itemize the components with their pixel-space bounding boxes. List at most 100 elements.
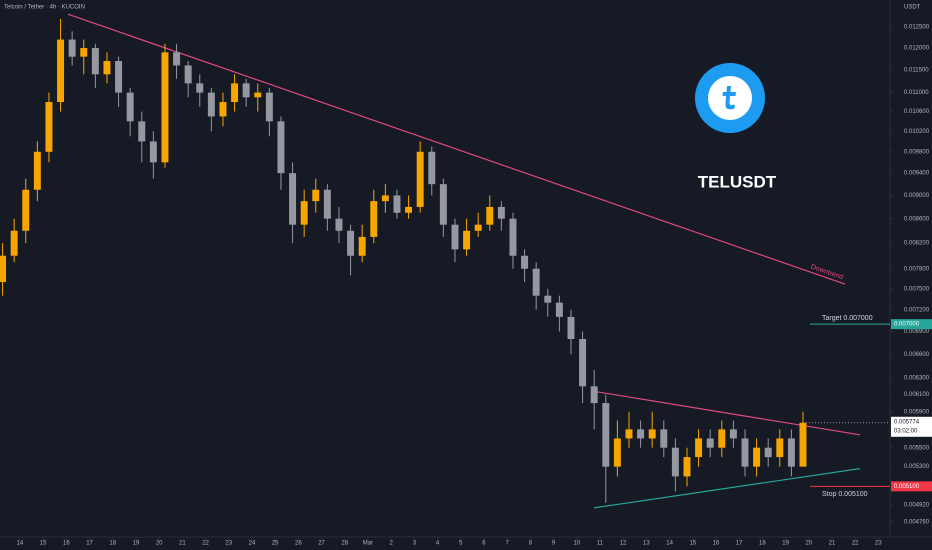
candle-body (196, 83, 204, 93)
trend-line (593, 468, 860, 509)
x-tick-label: 19 (133, 541, 140, 547)
candle-body (613, 438, 621, 467)
candle-body (753, 447, 761, 467)
candle-body (625, 429, 633, 439)
y-tick-label: 0.007500 (904, 286, 930, 292)
x-tick-label: 21 (179, 541, 186, 547)
y-tick-label: 0.011000 (904, 90, 929, 96)
candle-body (300, 201, 308, 225)
y-tick-label: 0.006900 (904, 329, 930, 335)
y-tick-label: 0.007800 (904, 266, 930, 272)
candle-body (57, 39, 65, 103)
candle-body (312, 189, 320, 202)
candle-body (729, 429, 737, 439)
candle-body (439, 184, 447, 225)
candle-body (173, 52, 181, 66)
y-tick-label: 0.009400 (904, 171, 930, 177)
x-tick-label: 19 (782, 541, 789, 547)
y-tick-label: 0.006300 (904, 376, 930, 382)
x-tick-label: 28 (341, 541, 348, 547)
candle-body (323, 189, 331, 219)
x-tick-label: 17 (736, 541, 743, 547)
candle-body (660, 429, 668, 448)
x-tick-label: 20 (156, 541, 163, 547)
trend-line (67, 13, 846, 285)
y-tick-label: 0.009800 (904, 149, 930, 155)
candle-body (335, 218, 343, 231)
x-tick-label: 4 (436, 541, 440, 547)
candle-body (405, 206, 413, 213)
y-tick-label: 0.005900 (904, 409, 930, 415)
candle-body (68, 39, 76, 57)
candle-body (416, 151, 424, 207)
candle-body (544, 295, 552, 303)
candle-body (10, 230, 18, 256)
candle-body (521, 255, 529, 269)
logo (695, 63, 765, 133)
last-price-badge (891, 416, 932, 437)
candle-body (532, 268, 540, 296)
x-tick-label: 16 (63, 541, 70, 547)
candle-body (219, 102, 227, 117)
candle-body (671, 447, 679, 477)
countdown-label: 03:02:00 (894, 428, 918, 434)
trend-line (593, 390, 860, 436)
x-tick-label: 13 (643, 541, 650, 547)
y-tick-label: 0.005500 (904, 445, 930, 451)
candle-body (555, 302, 563, 317)
x-tick-label: 27 (318, 541, 325, 547)
x-tick-label: 2 (390, 541, 394, 547)
candle-body (683, 457, 691, 477)
candle-body (347, 230, 355, 256)
candle-body (787, 438, 795, 467)
x-tick-label: 3 (413, 541, 417, 547)
x-tick-label: 8 (529, 541, 533, 547)
x-tick-label: 18 (109, 541, 116, 547)
x-tick-label: 23 (225, 541, 232, 547)
candle-body (115, 61, 123, 93)
x-tick-label: 14 (666, 541, 673, 547)
candle-body (648, 429, 656, 439)
candle-body (590, 386, 598, 404)
x-tick-label: 12 (620, 541, 627, 547)
candle-body (799, 422, 807, 467)
candle-body (428, 151, 436, 185)
x-tick-label: 18 (759, 541, 766, 547)
x-tick-label: 10 (573, 541, 580, 547)
candle-body (718, 429, 726, 448)
x-tick-label: 22 (202, 541, 209, 547)
y-tick-label: 0.007200 (904, 307, 930, 313)
x-tick-label: 15 (689, 541, 696, 547)
x-tick-label: 20 (805, 541, 812, 547)
candle-body (138, 121, 146, 142)
candle-body (695, 438, 703, 458)
x-tick-label: 25 (272, 541, 279, 547)
symbol-label: TELUSDT (698, 172, 777, 191)
candle-body (265, 92, 273, 122)
candle-body (579, 338, 587, 387)
candle-body (91, 48, 99, 75)
x-tick-label: 14 (17, 541, 24, 547)
x-tick-label: 9 (552, 541, 556, 547)
y-tick-label: 0.011500 (904, 67, 929, 73)
x-tick-label: 7 (506, 541, 510, 547)
y-tick-label: 0.005300 (904, 464, 930, 470)
candle-body (358, 236, 366, 256)
candle-body (497, 206, 505, 219)
y-tick-label: 0.010600 (904, 109, 930, 115)
y-tick-label: 0.010200 (904, 129, 930, 135)
candle-body (474, 224, 482, 231)
y-tick-label: 0.012500 (904, 25, 930, 31)
candle-body (184, 65, 192, 84)
x-tick-label: 21 (829, 541, 836, 547)
candle-body (741, 438, 749, 467)
x-tick-label: 6 (482, 541, 486, 547)
candle-body (637, 429, 645, 439)
candle-body (381, 195, 389, 202)
candle-body (149, 141, 157, 163)
candle-body (370, 201, 378, 237)
candle-body (0, 255, 7, 283)
x-tick-label: 24 (249, 541, 256, 547)
y-tick-label: 0.006100 (904, 392, 930, 398)
